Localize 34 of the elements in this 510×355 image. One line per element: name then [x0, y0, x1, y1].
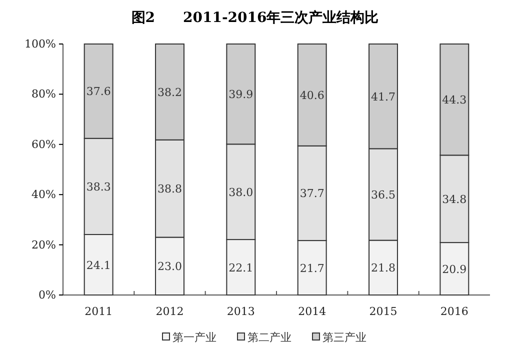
data-label: 36.5: [371, 188, 396, 202]
data-label: 24.1: [86, 258, 111, 272]
y-tick-label: 80%: [32, 88, 56, 101]
y-tick-label: 20%: [32, 238, 56, 252]
legend-label: 第三产业: [322, 331, 366, 344]
data-label: 21.7: [300, 262, 324, 275]
data-label: 37.6: [86, 85, 111, 98]
data-label: 39.9: [228, 88, 254, 102]
legend-label: 第二产业: [248, 331, 292, 344]
y-tick-label: 100%: [24, 38, 56, 51]
y-tick-label: 0%: [38, 288, 56, 302]
chart-title: 图2 2011-2016年三次产业结构比: [131, 9, 379, 26]
data-label: 21.8: [371, 262, 396, 275]
data-label: 38.3: [86, 180, 111, 194]
data-label: 40.6: [300, 88, 324, 102]
data-label: 41.7: [371, 90, 396, 104]
data-label: 23.0: [158, 260, 182, 274]
x-tick-label: 2012: [156, 304, 184, 318]
data-label: 22.1: [228, 261, 254, 274]
x-tick-label: 2011: [84, 304, 113, 318]
y-tick-label: 60%: [32, 138, 56, 151]
data-label: 38.0: [228, 186, 254, 199]
data-label: 20.9: [442, 262, 467, 276]
data-label: 44.3: [442, 94, 467, 107]
y-tick-label: 40%: [32, 188, 56, 202]
data-label: 34.8: [442, 192, 467, 206]
x-tick-label: 2015: [369, 304, 398, 318]
data-label: 38.8: [158, 182, 182, 196]
legend-label: 第一产业: [172, 331, 216, 344]
x-tick-label: 2014: [298, 304, 326, 318]
x-tick-label: 2013: [226, 304, 255, 318]
data-label: 38.2: [158, 86, 182, 99]
data-label: 37.7: [300, 187, 324, 200]
x-tick-label: 2016: [440, 304, 468, 318]
